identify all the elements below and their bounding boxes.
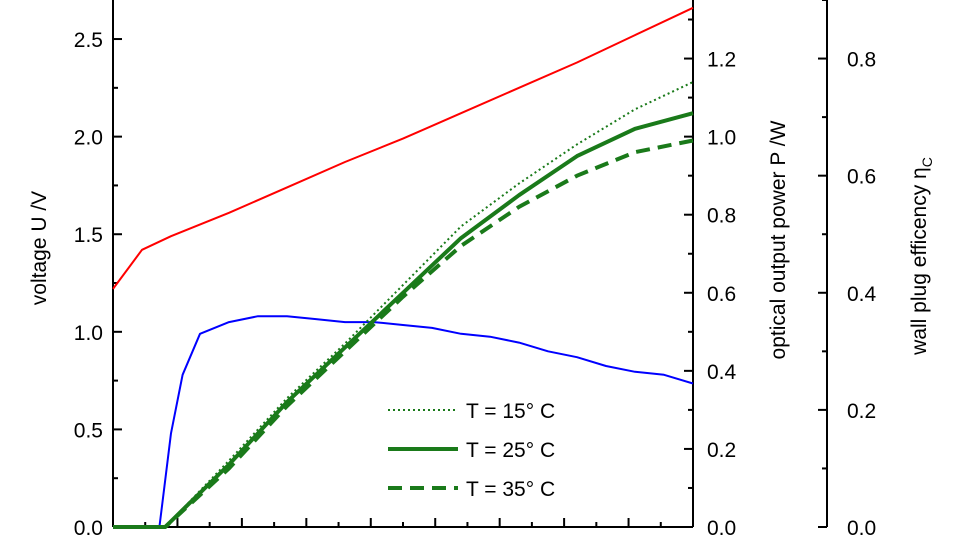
- legend-label-15: T = 15° C: [466, 400, 555, 423]
- middle-axis-title: optical output power P /W: [767, 120, 790, 359]
- left-tick-label: 2.0: [74, 127, 103, 150]
- right-axis-title: wall plug efficency ηC: [908, 157, 935, 356]
- legend: T = 15° C T = 25° C T = 35° C: [388, 400, 555, 501]
- series-left-0: [112, 6, 694, 290]
- right-axis-title-sub: C: [919, 157, 935, 167]
- right-tick-label: 0.0: [847, 517, 876, 540]
- left-tick-label: 1.5: [74, 224, 103, 247]
- middle-tick-label: 0.4: [707, 361, 737, 384]
- legend-label-35: T = 35° C: [466, 478, 555, 501]
- right-tick-label: 0.6: [847, 166, 876, 189]
- middle-tick-label: 0.6: [707, 283, 736, 306]
- series-15c: [113, 81, 694, 528]
- middle-tick-label: 1.2: [707, 49, 736, 72]
- middle-tick-label: 1.0: [707, 127, 736, 150]
- right-tick-label: 0.4: [847, 283, 877, 306]
- left-tick-label: 0.0: [74, 517, 103, 540]
- middle-tick-label: 0.2: [707, 439, 736, 462]
- middle-tick-label: 0.8: [707, 205, 736, 228]
- left-axis-title: voltage U /V: [28, 191, 51, 305]
- axes: 0.0 0.5 1.0 1.5 2.0 2.5 0.0 0.2 0.4 0.6 0.8 1.0 1.2 0…: [74, 0, 877, 540]
- middle-tick-label: 0.0: [707, 517, 736, 540]
- series-25c: [113, 111, 694, 529]
- legend-label-25: T = 25° C: [466, 439, 555, 462]
- right-tick-label: 0.2: [847, 400, 876, 423]
- series-layer: [112, 6, 694, 529]
- left-tick-label: 1.0: [74, 322, 103, 345]
- left-tick-label: 0.5: [74, 419, 103, 442]
- series-35c: [113, 138, 694, 529]
- right-tick-label: 0.8: [847, 49, 876, 72]
- right-axis-title-main: wall plug efficency η: [908, 167, 931, 356]
- left-tick-label: 2.5: [74, 29, 103, 52]
